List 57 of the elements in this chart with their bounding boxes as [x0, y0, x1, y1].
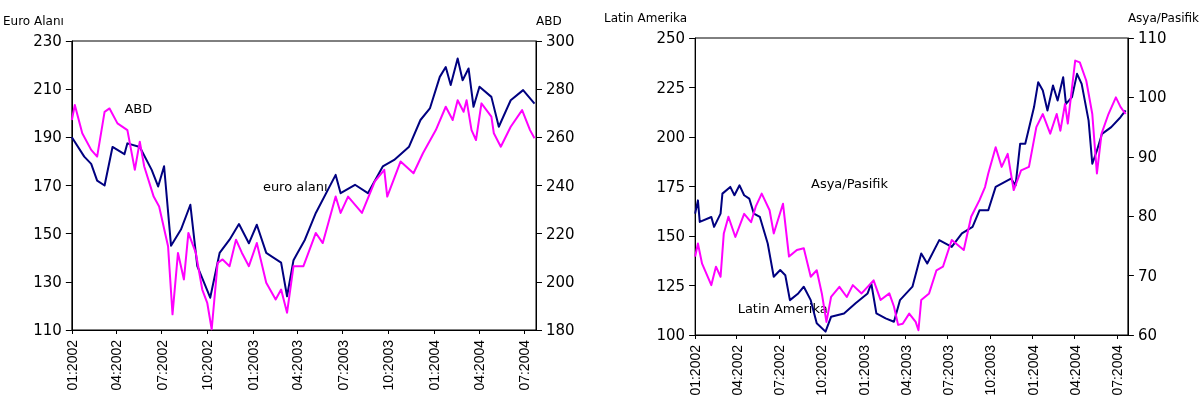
y-tick-label: 175 — [656, 177, 686, 196]
y2-axis-title: ABD — [536, 14, 562, 28]
x-tick-label: 04:2004 — [470, 339, 487, 391]
y-axis-title: Latin Amerika — [604, 11, 688, 25]
y-tick-label: 225 — [656, 78, 686, 97]
x-tick-label: 10:2003 — [982, 344, 999, 396]
y-tick-label: 230 — [33, 32, 62, 50]
y2-tick-label: 200 — [546, 272, 575, 291]
y-tick-label: 200 — [656, 128, 686, 146]
y-axis-title: Euro Alanı — [2, 14, 64, 28]
y-tick-label: 210 — [33, 80, 62, 99]
x-tick-label: 10:2002 — [199, 339, 216, 391]
line-series — [70, 57, 536, 299]
y2-tick-label: 300 — [546, 32, 575, 50]
y2-tick-label: 180 — [546, 321, 575, 339]
text: Asya/Pasifik — [810, 176, 889, 192]
x-tick-label: 04:2003 — [897, 344, 914, 396]
y2-tick-label: 80 — [1137, 207, 1157, 226]
y2-tick-label: 240 — [546, 176, 575, 195]
x-tick-label: 07:2002 — [153, 339, 170, 391]
y-tick-label: 150 — [33, 224, 62, 243]
y2-tick-label: 280 — [546, 80, 575, 99]
x-tick-label: 01:2004 — [425, 339, 442, 391]
x-tick-label: 04:2002 — [728, 344, 745, 396]
y2-tick-label: 260 — [546, 128, 575, 147]
x-tick-label: 01:2004 — [1024, 344, 1041, 396]
y2-tick-label: 220 — [546, 224, 575, 243]
x-tick-label: 01:2002 — [63, 339, 80, 391]
x-tick-label: 07:2002 — [770, 344, 787, 396]
x-tick-label: 01:2002 — [687, 344, 704, 396]
x-tick-label: 04:2002 — [108, 339, 125, 391]
y-tick-label: 125 — [656, 276, 686, 295]
y2-tick-label: 70 — [1137, 266, 1157, 285]
x-tick-label: 10:2002 — [813, 344, 830, 396]
x-tick-label: 10:2003 — [380, 339, 397, 391]
y2-tick-label: 110 — [1137, 29, 1167, 47]
y2-tick-label: 100 — [1137, 88, 1167, 107]
y-tick-label: 100 — [656, 326, 686, 344]
y2-axis-title: Asya/Pasifik — [1127, 11, 1200, 25]
y-tick-label: 190 — [33, 128, 62, 147]
y2-tick-label: 60 — [1137, 326, 1157, 344]
y-tick-label: 150 — [656, 227, 686, 245]
series-label: euro alanı — [262, 179, 328, 195]
y-tick-label: 110 — [33, 321, 62, 339]
y2-tick-label: 90 — [1137, 147, 1157, 166]
x-tick-label: 07:2003 — [334, 339, 351, 391]
y-tick-label: 250 — [656, 29, 686, 47]
x-tick-label: 04:2004 — [1066, 344, 1083, 396]
x-tick-label: 01:2003 — [855, 344, 872, 396]
x-tick-label: 01:2003 — [244, 339, 261, 391]
x-tick-label: 07:2004 — [516, 339, 533, 391]
x-tick-label: 07:2003 — [939, 344, 956, 396]
series-label: ABD — [124, 100, 153, 116]
x-tick-label: 04:2003 — [289, 339, 306, 391]
x-tick-label: 07:2004 — [1108, 344, 1125, 396]
y-tick-label: 130 — [33, 272, 62, 291]
y-tick-label: 170 — [33, 176, 62, 195]
